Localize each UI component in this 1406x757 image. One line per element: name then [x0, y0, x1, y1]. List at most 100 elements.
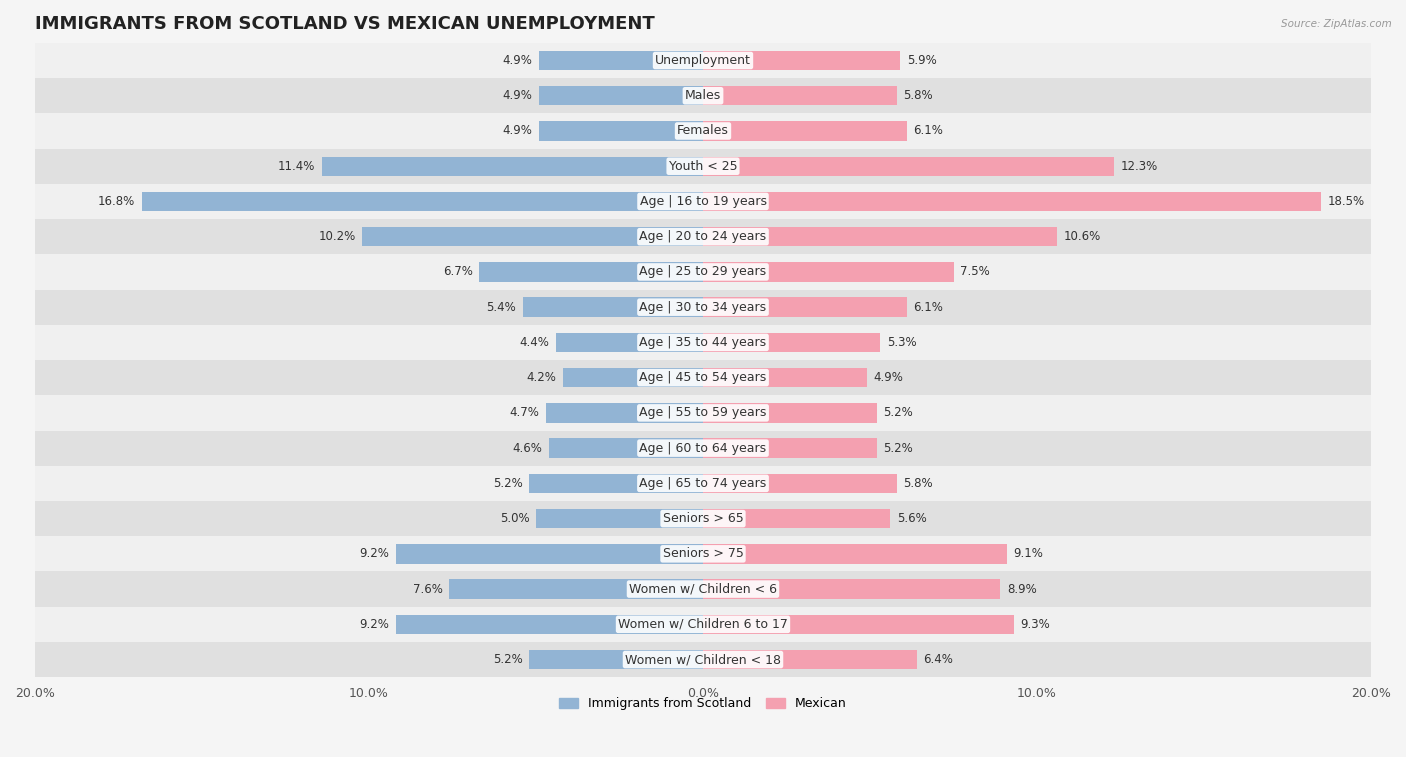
Text: 6.1%: 6.1% — [914, 124, 943, 138]
Text: 16.8%: 16.8% — [98, 195, 135, 208]
Bar — [142, 192, 703, 211]
Text: 5.2%: 5.2% — [494, 477, 523, 490]
Text: Women w/ Children < 6: Women w/ Children < 6 — [628, 583, 778, 596]
Bar — [449, 579, 703, 599]
Text: 6.7%: 6.7% — [443, 266, 472, 279]
Text: IMMIGRANTS FROM SCOTLAND VS MEXICAN UNEMPLOYMENT: IMMIGRANTS FROM SCOTLAND VS MEXICAN UNEM… — [35, 15, 655, 33]
Text: 5.9%: 5.9% — [907, 54, 936, 67]
Bar — [550, 438, 703, 458]
Bar — [703, 262, 953, 282]
Text: Age | 45 to 54 years: Age | 45 to 54 years — [640, 371, 766, 384]
Text: 5.6%: 5.6% — [897, 512, 927, 525]
Bar — [562, 368, 703, 388]
Bar — [35, 219, 1371, 254]
Bar — [703, 121, 907, 141]
Text: Age | 60 to 64 years: Age | 60 to 64 years — [640, 441, 766, 455]
Text: 8.9%: 8.9% — [1007, 583, 1036, 596]
Bar — [523, 298, 703, 317]
Bar — [540, 86, 703, 105]
Bar — [703, 51, 900, 70]
Text: 7.5%: 7.5% — [960, 266, 990, 279]
Text: 5.0%: 5.0% — [499, 512, 529, 525]
Text: 9.3%: 9.3% — [1021, 618, 1050, 631]
Text: 7.6%: 7.6% — [412, 583, 443, 596]
Bar — [35, 254, 1371, 290]
Text: Age | 65 to 74 years: Age | 65 to 74 years — [640, 477, 766, 490]
Bar — [703, 438, 877, 458]
Text: 4.9%: 4.9% — [503, 54, 533, 67]
Bar — [703, 298, 907, 317]
Bar — [35, 78, 1371, 114]
Text: 10.2%: 10.2% — [318, 230, 356, 243]
Bar — [555, 333, 703, 352]
Bar — [703, 615, 1014, 634]
Bar — [703, 227, 1057, 246]
Text: 5.2%: 5.2% — [494, 653, 523, 666]
Text: 5.3%: 5.3% — [887, 336, 917, 349]
Bar — [363, 227, 703, 246]
Text: 4.2%: 4.2% — [526, 371, 555, 384]
Text: 12.3%: 12.3% — [1121, 160, 1157, 173]
Text: 5.2%: 5.2% — [883, 407, 912, 419]
Bar — [35, 360, 1371, 395]
Bar — [35, 184, 1371, 219]
Bar — [703, 509, 890, 528]
Bar — [395, 544, 703, 563]
Text: Age | 20 to 24 years: Age | 20 to 24 years — [640, 230, 766, 243]
Text: Age | 35 to 44 years: Age | 35 to 44 years — [640, 336, 766, 349]
Bar — [35, 606, 1371, 642]
Text: Males: Males — [685, 89, 721, 102]
Text: Seniors > 75: Seniors > 75 — [662, 547, 744, 560]
Bar — [536, 509, 703, 528]
Text: 9.2%: 9.2% — [359, 618, 389, 631]
Bar — [35, 43, 1371, 78]
Text: 4.4%: 4.4% — [519, 336, 550, 349]
Text: 9.1%: 9.1% — [1014, 547, 1043, 560]
Bar — [479, 262, 703, 282]
Bar — [35, 395, 1371, 431]
Bar — [703, 403, 877, 422]
Bar — [35, 431, 1371, 466]
Bar — [35, 642, 1371, 678]
Bar — [703, 333, 880, 352]
Text: 4.9%: 4.9% — [503, 89, 533, 102]
Text: 18.5%: 18.5% — [1327, 195, 1365, 208]
Text: Seniors > 65: Seniors > 65 — [662, 512, 744, 525]
Bar — [35, 114, 1371, 148]
Bar — [703, 579, 1000, 599]
Legend: Immigrants from Scotland, Mexican: Immigrants from Scotland, Mexican — [554, 693, 852, 715]
Bar — [35, 148, 1371, 184]
Bar — [35, 466, 1371, 501]
Bar — [35, 501, 1371, 536]
Bar — [703, 86, 897, 105]
Text: Age | 30 to 34 years: Age | 30 to 34 years — [640, 301, 766, 313]
Text: Age | 55 to 59 years: Age | 55 to 59 years — [640, 407, 766, 419]
Text: Source: ZipAtlas.com: Source: ZipAtlas.com — [1281, 19, 1392, 29]
Text: 5.8%: 5.8% — [904, 477, 934, 490]
Text: 6.1%: 6.1% — [914, 301, 943, 313]
Bar — [529, 650, 703, 669]
Text: 4.7%: 4.7% — [509, 407, 540, 419]
Bar — [395, 615, 703, 634]
Text: Youth < 25: Youth < 25 — [669, 160, 737, 173]
Bar — [35, 325, 1371, 360]
Text: 4.9%: 4.9% — [873, 371, 903, 384]
Bar — [703, 368, 866, 388]
Bar — [703, 157, 1114, 176]
Bar — [35, 572, 1371, 606]
Text: Age | 16 to 19 years: Age | 16 to 19 years — [640, 195, 766, 208]
Text: 5.2%: 5.2% — [883, 441, 912, 455]
Text: Females: Females — [678, 124, 728, 138]
Bar — [322, 157, 703, 176]
Bar — [35, 290, 1371, 325]
Text: 10.6%: 10.6% — [1064, 230, 1101, 243]
Text: 5.8%: 5.8% — [904, 89, 934, 102]
Bar — [703, 544, 1007, 563]
Bar — [546, 403, 703, 422]
Text: 5.4%: 5.4% — [486, 301, 516, 313]
Text: 6.4%: 6.4% — [924, 653, 953, 666]
Text: 4.9%: 4.9% — [503, 124, 533, 138]
Bar — [529, 474, 703, 493]
Text: 11.4%: 11.4% — [278, 160, 315, 173]
Bar — [703, 650, 917, 669]
